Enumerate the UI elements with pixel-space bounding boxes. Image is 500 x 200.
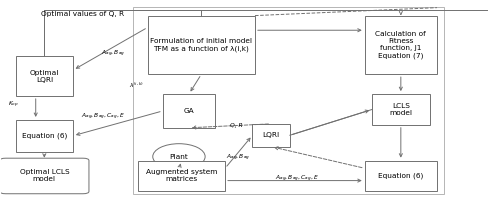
FancyBboxPatch shape — [16, 120, 73, 152]
Text: $K_{op}$: $K_{op}$ — [8, 100, 19, 110]
Text: Formulation of initial model
TFM as a function of λ(i,k): Formulation of initial model TFM as a fu… — [150, 38, 252, 52]
FancyBboxPatch shape — [16, 56, 73, 96]
FancyBboxPatch shape — [162, 94, 215, 128]
FancyBboxPatch shape — [364, 161, 437, 191]
Text: LCLS
model: LCLS model — [390, 103, 412, 116]
Text: Optimal LCLS
model: Optimal LCLS model — [20, 169, 69, 182]
Text: Equation (6): Equation (6) — [378, 173, 424, 179]
FancyBboxPatch shape — [148, 16, 255, 74]
Text: $A_{ag}, B_{ag}$: $A_{ag}, B_{ag}$ — [101, 49, 125, 59]
Text: GA: GA — [184, 108, 194, 114]
FancyBboxPatch shape — [138, 161, 225, 191]
Text: $\lambda^{(i,k)}$: $\lambda^{(i,k)}$ — [130, 80, 144, 90]
FancyBboxPatch shape — [252, 124, 290, 147]
Text: Q, R: Q, R — [230, 123, 242, 128]
FancyBboxPatch shape — [372, 94, 430, 125]
Text: $A_{ag}, B_{ag}, C_{ag}, E$: $A_{ag}, B_{ag}, C_{ag}, E$ — [81, 112, 125, 122]
Text: Plant: Plant — [170, 154, 188, 160]
Text: $A_{ag}, B_{ag}$: $A_{ag}, B_{ag}$ — [226, 152, 250, 163]
Text: Optimal
LQRI: Optimal LQRI — [30, 70, 59, 83]
FancyBboxPatch shape — [0, 158, 89, 194]
Text: Calculation of
Fitness
function, J1
Equation (7): Calculation of Fitness function, J1 Equa… — [376, 31, 426, 59]
Text: LQRI: LQRI — [262, 132, 280, 138]
Ellipse shape — [153, 144, 205, 170]
Text: Optimal values of Q, R: Optimal values of Q, R — [42, 11, 124, 17]
Text: Augmented system
matrices: Augmented system matrices — [146, 169, 217, 182]
Text: Equation (6): Equation (6) — [22, 132, 67, 139]
Text: $A_{ag}, B_{ag}, C_{ag}, E$: $A_{ag}, B_{ag}, C_{ag}, E$ — [276, 173, 320, 184]
FancyBboxPatch shape — [364, 16, 437, 74]
